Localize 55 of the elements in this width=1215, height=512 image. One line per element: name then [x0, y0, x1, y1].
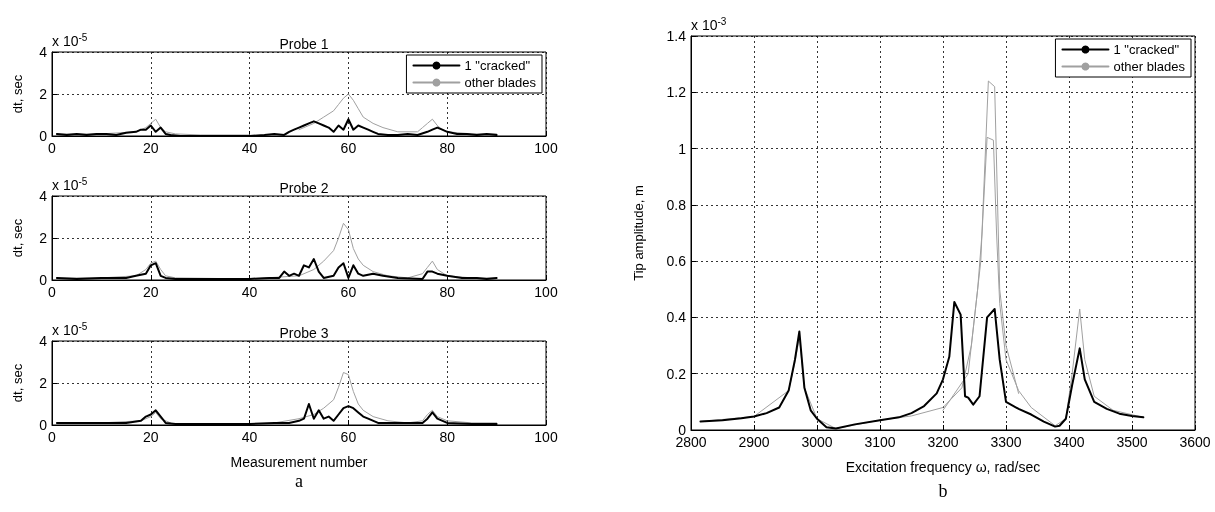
chart-title: Probe 2 [279, 180, 329, 196]
x-tick-label: 80 [439, 140, 456, 156]
y-tick-label: 4 [39, 188, 48, 204]
x-tick-label: 3600 [1179, 434, 1211, 450]
x-axis-title: Measurement number [230, 454, 368, 470]
legend-label: 1 "cracked" [1113, 42, 1180, 57]
chart-title: Probe 1 [279, 36, 329, 52]
y-axis-title: dt, sec [10, 74, 25, 114]
y-tick-label: 2 [39, 230, 48, 246]
x-tick-label: 60 [340, 140, 357, 156]
y-tick-label: 1.2 [666, 84, 687, 101]
x-tick-label: 80 [439, 284, 456, 300]
x-tick-label: 60 [340, 284, 357, 300]
x-tick-label: 40 [241, 140, 258, 156]
y-tick-label: 0 [39, 417, 48, 433]
y-tick-label: 0.8 [666, 196, 687, 213]
y-tick-label: 1 [678, 140, 687, 157]
y-axis-title: dt, sec [10, 363, 25, 403]
y-tick-label: 1.4 [666, 28, 687, 44]
x-tick-label: 3100 [864, 434, 896, 450]
x-tick-label: 3200 [927, 434, 959, 450]
x-tick-label: 3300 [990, 434, 1022, 450]
x-tick-label: 3500 [1116, 434, 1148, 450]
x-tick-label: 20 [143, 284, 159, 300]
x-tick-label: 80 [439, 429, 456, 445]
text: a [295, 471, 303, 491]
y-tick-label: 0.4 [666, 309, 687, 326]
x-tick-label: 40 [241, 284, 258, 300]
y-tick-label: 4 [39, 44, 48, 60]
chart-title: Probe 3 [279, 325, 329, 341]
x-tick-label: 3000 [801, 434, 833, 450]
legend-label: 1 "cracked" [464, 58, 531, 73]
y-axis-title: dt, sec [10, 218, 25, 258]
y-tick-label: 4 [39, 333, 48, 349]
x-tick-label: 100 [534, 284, 558, 300]
y-tick-label: 0 [39, 128, 48, 144]
x-tick-label: 20 [143, 429, 159, 445]
x-tick-label: 3400 [1053, 434, 1085, 450]
legend-label: other blades [464, 75, 537, 90]
x-tick-label: 2800 [675, 434, 707, 450]
legend-label: other blades [1113, 59, 1186, 74]
y-tick-label: 0.6 [666, 253, 687, 270]
x-axis-title: Excitation frequency ω, rad/sec [845, 459, 1041, 475]
y-tick-label: 0 [39, 272, 48, 288]
text: b [938, 481, 948, 501]
y-axis-title: Tip amplitude, m [631, 185, 646, 281]
y-tick-label: 0.2 [666, 365, 687, 382]
x-tick-label: 60 [340, 429, 357, 445]
x-tick-label: 100 [534, 429, 558, 445]
x-tick-label: 100 [534, 140, 558, 156]
y-tick-label: 2 [39, 86, 48, 102]
y-tick-label: 2 [39, 375, 48, 391]
x-tick-label: 40 [241, 429, 258, 445]
x-tick-label: 20 [143, 140, 159, 156]
x-tick-label: 2900 [738, 434, 770, 450]
